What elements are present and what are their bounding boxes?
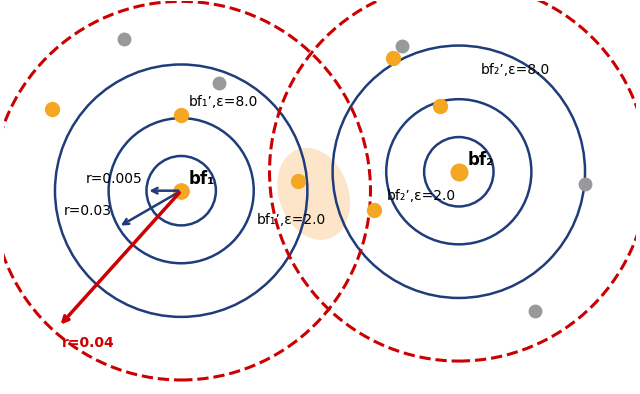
Ellipse shape	[277, 148, 350, 240]
Text: bf₁’,ε=2.0: bf₁’,ε=2.0	[257, 213, 326, 227]
Text: bf₁’,ε=8.0: bf₁’,ε=8.0	[189, 95, 258, 109]
Text: r=0.04: r=0.04	[62, 336, 115, 350]
Text: bf₂’,ε=8.0: bf₂’,ε=8.0	[481, 63, 550, 77]
Text: bf₂: bf₂	[468, 151, 494, 169]
Text: r=0.03: r=0.03	[64, 204, 112, 217]
Text: bf₁: bf₁	[189, 169, 215, 188]
Text: bf₂’,ε=2.0: bf₂’,ε=2.0	[387, 189, 456, 203]
Text: r=0.005: r=0.005	[85, 172, 142, 186]
